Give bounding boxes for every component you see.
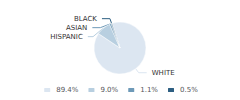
svg-text:1.1%: 1.1% — [140, 86, 158, 94]
svg-text:ASIAN: ASIAN — [66, 24, 87, 32]
svg-text:BLACK: BLACK — [74, 15, 97, 23]
svg-text:0.5%: 0.5% — [180, 86, 198, 94]
svg-text:WHITE: WHITE — [152, 69, 175, 77]
svg-text:89.4%: 89.4% — [56, 86, 79, 94]
svg-text:HISPANIC: HISPANIC — [50, 33, 83, 41]
svg-text:9.0%: 9.0% — [100, 86, 118, 94]
